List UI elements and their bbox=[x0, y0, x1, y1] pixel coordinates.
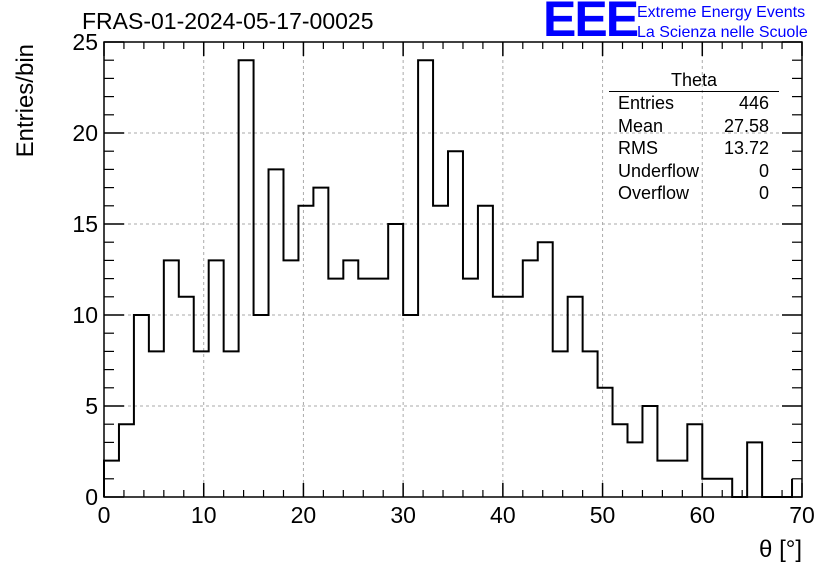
stats-value: 0 bbox=[758, 160, 769, 181]
x-tick-label: 40 bbox=[490, 502, 516, 528]
y-tick-label: 25 bbox=[72, 29, 98, 55]
stats-label: Entries bbox=[618, 93, 675, 113]
eee-logo: EEE bbox=[543, 0, 639, 47]
y-tick-label: 10 bbox=[72, 302, 98, 328]
chart-title: FRAS-01-2024-05-17-00025 bbox=[82, 8, 374, 34]
grid-lines bbox=[104, 42, 802, 497]
stats-value: 0 bbox=[758, 183, 769, 204]
y-axis-tick-labels: 0 5 10 15 20 25 bbox=[72, 29, 98, 510]
stats-row-rms: RMS 13.72 bbox=[609, 137, 779, 160]
x-tick-label: 60 bbox=[689, 502, 715, 528]
stats-box: Theta Entries 446 Mean 27.58 RMS 13.72 U… bbox=[609, 70, 779, 205]
x-tick-label: 30 bbox=[390, 502, 416, 528]
stats-label: Underflow bbox=[618, 160, 700, 181]
logo-line-2: La Scienza nelle Scuole bbox=[637, 24, 808, 41]
stats-title: Theta bbox=[609, 70, 779, 92]
x-axis-ticks bbox=[103, 42, 803, 497]
x-tick-label: 70 bbox=[789, 502, 815, 528]
y-tick-label: 0 bbox=[85, 484, 98, 510]
stats-label: Overflow bbox=[618, 183, 690, 204]
stats-row-overflow: Overflow 0 bbox=[609, 182, 779, 205]
stats-label: RMS bbox=[618, 138, 658, 159]
y-tick-label: 15 bbox=[72, 211, 98, 237]
stats-value: 446 bbox=[738, 93, 769, 113]
x-axis-label: θ [°] bbox=[759, 536, 802, 563]
y-tick-label: 5 bbox=[85, 393, 98, 419]
x-tick-label: 10 bbox=[191, 502, 217, 528]
stats-value: 27.58 bbox=[723, 115, 769, 136]
y-axis-ticks bbox=[104, 41, 802, 498]
stats-label: Mean bbox=[618, 115, 664, 136]
x-tick-label: 50 bbox=[590, 502, 616, 528]
stats-row-mean: Mean 27.58 bbox=[609, 115, 779, 138]
plot-frame bbox=[103, 41, 803, 498]
x-tick-label: 20 bbox=[291, 502, 317, 528]
stats-row-underflow: Underflow 0 bbox=[609, 160, 779, 183]
stats-value: 13.72 bbox=[723, 138, 769, 159]
y-axis-label: Entries/bin bbox=[12, 44, 39, 157]
stats-row-entries: Entries 446 bbox=[609, 92, 779, 115]
logo-line-1: Extreme Energy Events bbox=[637, 4, 806, 21]
histogram-outline bbox=[103, 59, 794, 498]
x-tick-label: 0 bbox=[98, 502, 111, 528]
y-tick-label: 20 bbox=[72, 120, 98, 146]
x-axis-tick-labels: 0 10 20 30 40 50 60 70 bbox=[98, 502, 815, 528]
